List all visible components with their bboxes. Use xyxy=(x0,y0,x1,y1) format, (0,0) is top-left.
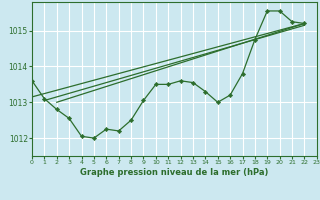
X-axis label: Graphe pression niveau de la mer (hPa): Graphe pression niveau de la mer (hPa) xyxy=(80,168,268,177)
